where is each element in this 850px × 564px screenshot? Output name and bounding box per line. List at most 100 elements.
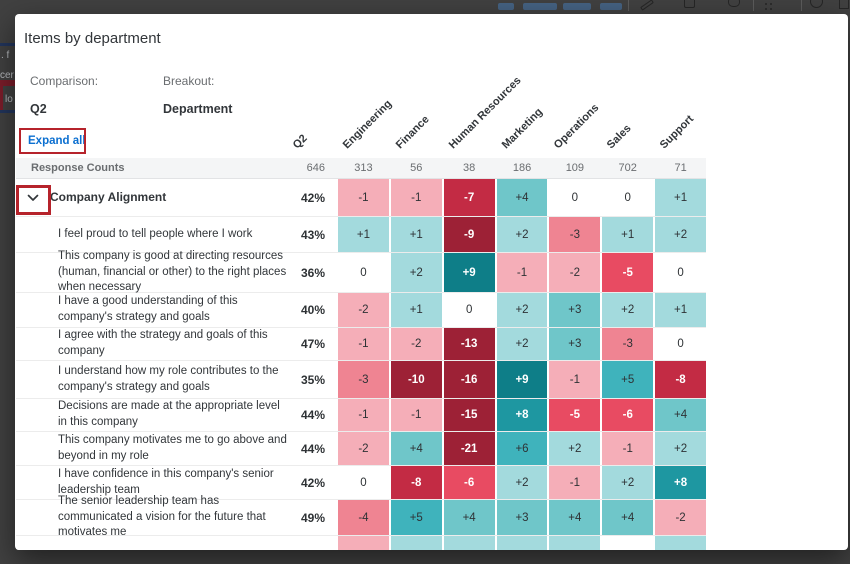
heat-cell: +4	[549, 500, 601, 535]
q2-score: 42%	[300, 475, 325, 490]
heat-cell: +2	[602, 466, 654, 499]
column-header-engineering: Engineering	[340, 97, 395, 152]
heat-cell: -10	[390, 361, 442, 398]
q2-score: 49%	[300, 510, 325, 525]
heat-cell: -2	[549, 253, 601, 292]
comparison-label: Comparison:	[30, 74, 99, 88]
heat-cell: -1	[338, 179, 389, 216]
table-row: I agree with the strategy and goals of t…	[16, 328, 707, 361]
background-link-fragment	[523, 3, 557, 10]
response-counts-row: Response Counts 646 313 56 38 186 109 702 71	[16, 158, 706, 179]
q2-score: 36%	[300, 265, 325, 280]
column-header-support: Support	[657, 112, 697, 152]
items-by-department-dialog: Items by department Comparison: Q2 Break…	[15, 14, 848, 550]
table-row: I have confidence in this company's seni…	[16, 466, 707, 500]
heat-cell: +3	[549, 328, 601, 360]
category-label: Team Efficiency	[50, 536, 290, 550]
heat-cell: 0	[549, 179, 601, 216]
table-row: This company is good at directing resour…	[16, 250, 707, 294]
background-text-fragment: lo	[5, 94, 13, 105]
item-label: I have a good understanding of this comp…	[58, 295, 238, 323]
heat-cell: +2	[549, 536, 601, 550]
heat-cell: 0	[443, 293, 495, 327]
heat-cell: +4	[390, 432, 442, 465]
heat-cell: -2	[338, 536, 389, 550]
heat-cell: -8	[390, 466, 442, 499]
heat-cell: +1	[655, 293, 707, 327]
breakout-value: Department	[163, 102, 233, 116]
heat-cell: -1	[549, 361, 601, 398]
heat-cell: +5	[390, 500, 442, 535]
heat-cell: -3	[549, 217, 601, 252]
bookmark-icon	[839, 0, 849, 9]
heat-cell: -9	[443, 217, 495, 252]
heat-cell: -1	[390, 179, 442, 216]
heat-cell: +1	[602, 217, 654, 252]
expand-chevron-right-icon[interactable]	[16, 536, 50, 550]
column-header-sales: Sales	[605, 122, 634, 152]
heat-cell: +2	[496, 293, 548, 327]
heat-cell: +2	[496, 217, 548, 252]
response-count-cell: 313	[354, 162, 373, 174]
heat-cell: -13	[443, 328, 495, 360]
q2-score: 43%	[300, 227, 325, 242]
heat-cell: 0	[338, 466, 389, 499]
heat-cell: +2	[655, 217, 707, 252]
column-header-q2: Q2	[290, 132, 310, 152]
table-row: I have a good understanding of this comp…	[16, 293, 707, 328]
heat-cell: +2	[390, 536, 442, 550]
column-header-finance: Finance	[393, 113, 432, 152]
heat-cell: +1	[338, 217, 389, 252]
background-toolbar-strip	[0, 0, 850, 14]
heat-cell: 0	[338, 253, 389, 292]
table-row: Team Efficiency40%-2+2+1+1+20+1	[16, 536, 707, 551]
response-counts-label: Response Counts	[31, 161, 125, 174]
table-row: Company Alignment 42% -1 -1 -7 +4 0 0 +1	[16, 179, 707, 217]
response-count-cell: 56	[410, 162, 423, 174]
item-label: This company motivates me to go above an…	[58, 433, 287, 462]
background-left-strip: . f cer lo	[0, 0, 15, 564]
heat-cell: +4	[655, 399, 707, 431]
table-row: This company motivates me to go above an…	[16, 432, 707, 466]
heat-cell: +2	[602, 293, 654, 327]
dialog-title: Items by department	[24, 30, 161, 47]
background-divider	[0, 110, 15, 113]
item-label: I have confidence in this company's seni…	[58, 467, 274, 496]
expand-all-link[interactable]: Expand all	[28, 135, 86, 147]
background-link-fragment	[563, 3, 591, 10]
heat-cell: +1	[390, 293, 442, 327]
q2-score: 40%	[290, 536, 336, 551]
category-label: Company Alignment	[50, 190, 167, 205]
response-count-cell: 186	[512, 162, 532, 174]
heat-cell: -3	[338, 361, 389, 398]
heat-cell: -15	[443, 399, 495, 431]
heat-cell: -6	[443, 466, 495, 499]
heat-cell: 0	[602, 536, 654, 550]
heat-cell: -5	[602, 253, 654, 292]
heat-cell: +4	[443, 500, 495, 535]
item-label: The senior leadership team has communica…	[58, 495, 266, 539]
heat-cell: +2	[655, 432, 707, 465]
heat-cell: +1	[655, 179, 707, 216]
response-count-cell: 702	[618, 162, 637, 174]
q2-score: 44%	[300, 408, 325, 422]
heat-cell: -1	[338, 399, 389, 431]
breakout-label: Breakout:	[163, 74, 215, 88]
heat-cell: +1	[390, 217, 442, 252]
item-label: I feel proud to tell people where I work	[58, 227, 253, 240]
heat-cell: -2	[338, 293, 389, 327]
item-label: This company is good at directing resour…	[58, 250, 287, 294]
heat-cell: +1	[496, 536, 548, 550]
heat-cell: -4	[338, 500, 389, 535]
column-header-marketing: Marketing	[499, 106, 545, 152]
comparison-value: Q2	[30, 102, 47, 116]
column-header-operations: Operations	[552, 101, 602, 152]
collapse-chevron-down-icon[interactable]	[16, 179, 50, 216]
heat-cell: +9	[443, 253, 495, 292]
q2-score: 47%	[300, 337, 325, 351]
item-label: Decisions are made at the appropriate le…	[58, 400, 280, 428]
q2-score: 35%	[300, 372, 325, 387]
heat-cell: +5	[602, 361, 654, 398]
heat-cell: +4	[602, 500, 654, 535]
heat-cell: -1	[338, 328, 389, 360]
